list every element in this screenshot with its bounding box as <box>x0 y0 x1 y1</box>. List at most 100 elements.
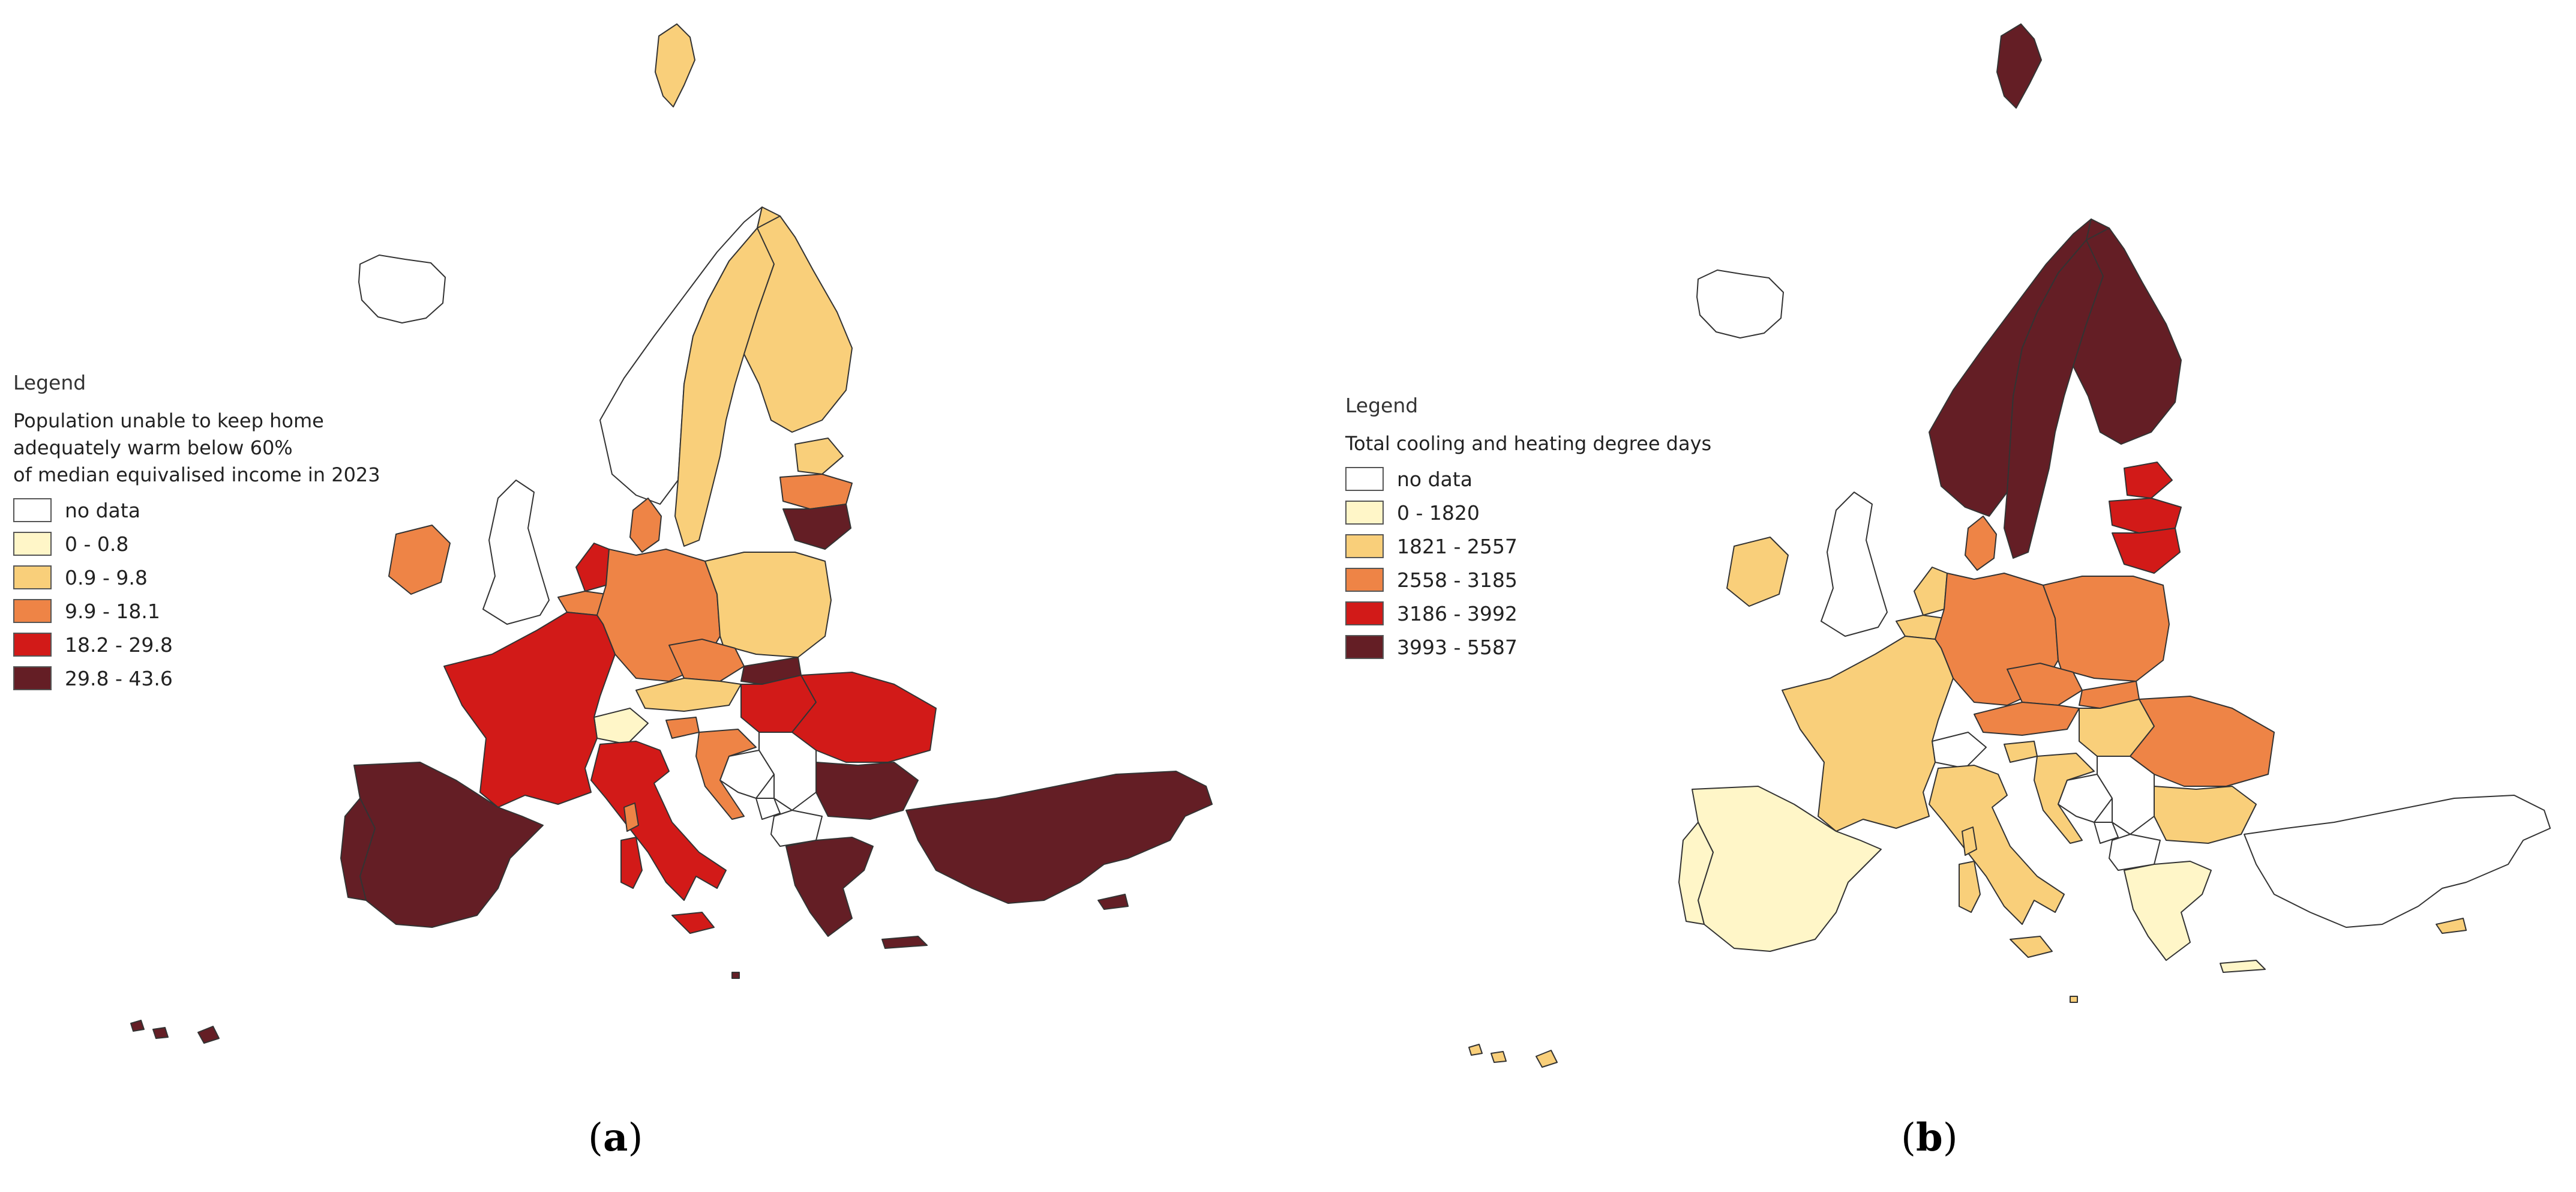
legend-item: no data <box>1345 462 1825 496</box>
croatia-a <box>695 729 757 820</box>
netherlands-b <box>1914 567 1948 616</box>
lithuania-a <box>782 504 851 550</box>
legend-label: 1821 - 2557 <box>1397 534 1518 558</box>
legend-item: 0.9 - 9.8 <box>13 561 469 594</box>
caption-b: (b) <box>1901 1115 1958 1160</box>
bulgaria-b <box>2154 786 2257 844</box>
legend-item: 0 - 0.8 <box>13 527 469 561</box>
uk-a <box>482 480 550 625</box>
legend-swatch <box>1345 601 1384 625</box>
caption-a: (a) <box>588 1115 643 1160</box>
greece-b <box>2124 861 2212 961</box>
legend-label: no data <box>1397 467 1473 491</box>
sicily-b <box>2010 936 2053 958</box>
svalbard-b <box>1996 23 2042 109</box>
bulgaria-a <box>815 762 919 820</box>
canary-1-a <box>130 1020 145 1032</box>
legend-label: 0 - 0.8 <box>65 532 129 556</box>
sardinia-a <box>620 837 643 889</box>
greece-a <box>785 837 874 937</box>
legend-item: 0 - 1820 <box>1345 496 1825 529</box>
slovenia-b <box>2004 741 2038 763</box>
estonia-b <box>2124 462 2173 499</box>
poland-a <box>704 552 832 658</box>
legend-label: 3993 - 5587 <box>1397 635 1518 659</box>
switzerland-b <box>1932 732 1987 769</box>
map-a <box>130 23 1213 1044</box>
svalbard-a <box>655 23 695 107</box>
legend-item: 3186 - 3992 <box>1345 597 1825 630</box>
legend-item: no data <box>13 493 469 527</box>
montenegro-a <box>755 798 781 820</box>
uk-b <box>1821 492 1888 637</box>
netherlands-a <box>575 543 610 592</box>
legend-label: no data <box>65 498 140 522</box>
sicily-a <box>671 912 715 934</box>
legend-item: 29.8 - 43.6 <box>13 661 469 695</box>
finland-b <box>2073 227 2182 445</box>
legend-swatch <box>13 599 52 623</box>
austria-b <box>1974 702 2080 736</box>
iceland-a <box>358 254 446 324</box>
legend-swatch <box>1345 568 1384 592</box>
corsica-a <box>623 802 639 832</box>
portugal-b <box>1678 822 1714 925</box>
legend-heading: Legend <box>1345 394 1419 417</box>
legend-title-line: adequately warm below 60% <box>13 436 293 459</box>
legend-swatch <box>1345 635 1384 659</box>
caption-letter: a <box>602 1115 628 1160</box>
legend-item: 3993 - 5587 <box>1345 630 1825 664</box>
iceland-b <box>1696 269 1784 339</box>
canary-3-a <box>197 1026 220 1044</box>
ireland-a <box>388 525 451 595</box>
map-b <box>1468 23 2551 1068</box>
legend-item: 2558 - 3185 <box>1345 563 1825 597</box>
croatia-b <box>2034 753 2095 844</box>
legend-label: 0.9 - 9.8 <box>65 565 148 589</box>
legend-title: Population unable to keep home adequatel… <box>13 408 469 489</box>
legend-swatch <box>1345 467 1384 491</box>
italy-b <box>1929 765 2065 925</box>
legend-item: 18.2 - 29.8 <box>13 628 469 661</box>
legend-swatch <box>13 666 52 690</box>
malta-a <box>731 972 740 979</box>
denmark-a <box>629 498 662 553</box>
legend-title-line: Total cooling and heating degree days <box>1345 432 1712 455</box>
legend-title-line: Population unable to keep home <box>13 409 324 432</box>
denmark-b <box>1965 516 1997 571</box>
turkey-a <box>905 771 1213 904</box>
turkey-b <box>2244 795 2551 928</box>
cyprus-a <box>1097 894 1129 910</box>
legend-item: 9.9 - 18.1 <box>13 594 469 628</box>
canary-2-b <box>1491 1051 1507 1063</box>
legend-label: 3186 - 3992 <box>1397 601 1518 625</box>
slovenia-a <box>665 717 700 739</box>
crete-a <box>881 936 928 949</box>
finland-a <box>743 215 853 433</box>
legend-label: 18.2 - 29.8 <box>65 633 173 657</box>
legend-title: Total cooling and heating degree days <box>1345 430 1825 457</box>
montenegro-b <box>2094 822 2119 844</box>
caption-letter: b <box>1915 1115 1943 1160</box>
legend-item: 1821 - 2557 <box>1345 529 1825 563</box>
austria-a <box>635 678 742 712</box>
estonia-a <box>794 438 844 475</box>
latvia-b <box>2109 498 2182 534</box>
legend-label: 2558 - 3185 <box>1397 568 1518 592</box>
portugal-a <box>340 798 376 901</box>
switzerland-a <box>593 708 649 745</box>
cyprus-b <box>2436 918 2467 934</box>
legend-swatch <box>1345 534 1384 558</box>
legend-label: 0 - 1820 <box>1397 501 1480 525</box>
canary-2-a <box>152 1027 169 1039</box>
ireland-b <box>1726 537 1789 607</box>
legend-swatch <box>13 633 52 657</box>
legend-swatch <box>1345 501 1384 525</box>
lithuania-b <box>2112 528 2181 574</box>
malta-b <box>2070 996 2078 1003</box>
legend-label: 29.8 - 43.6 <box>65 666 173 690</box>
france-b <box>1782 636 1954 832</box>
canary-3-b <box>1536 1050 1558 1068</box>
latvia-a <box>779 474 853 510</box>
